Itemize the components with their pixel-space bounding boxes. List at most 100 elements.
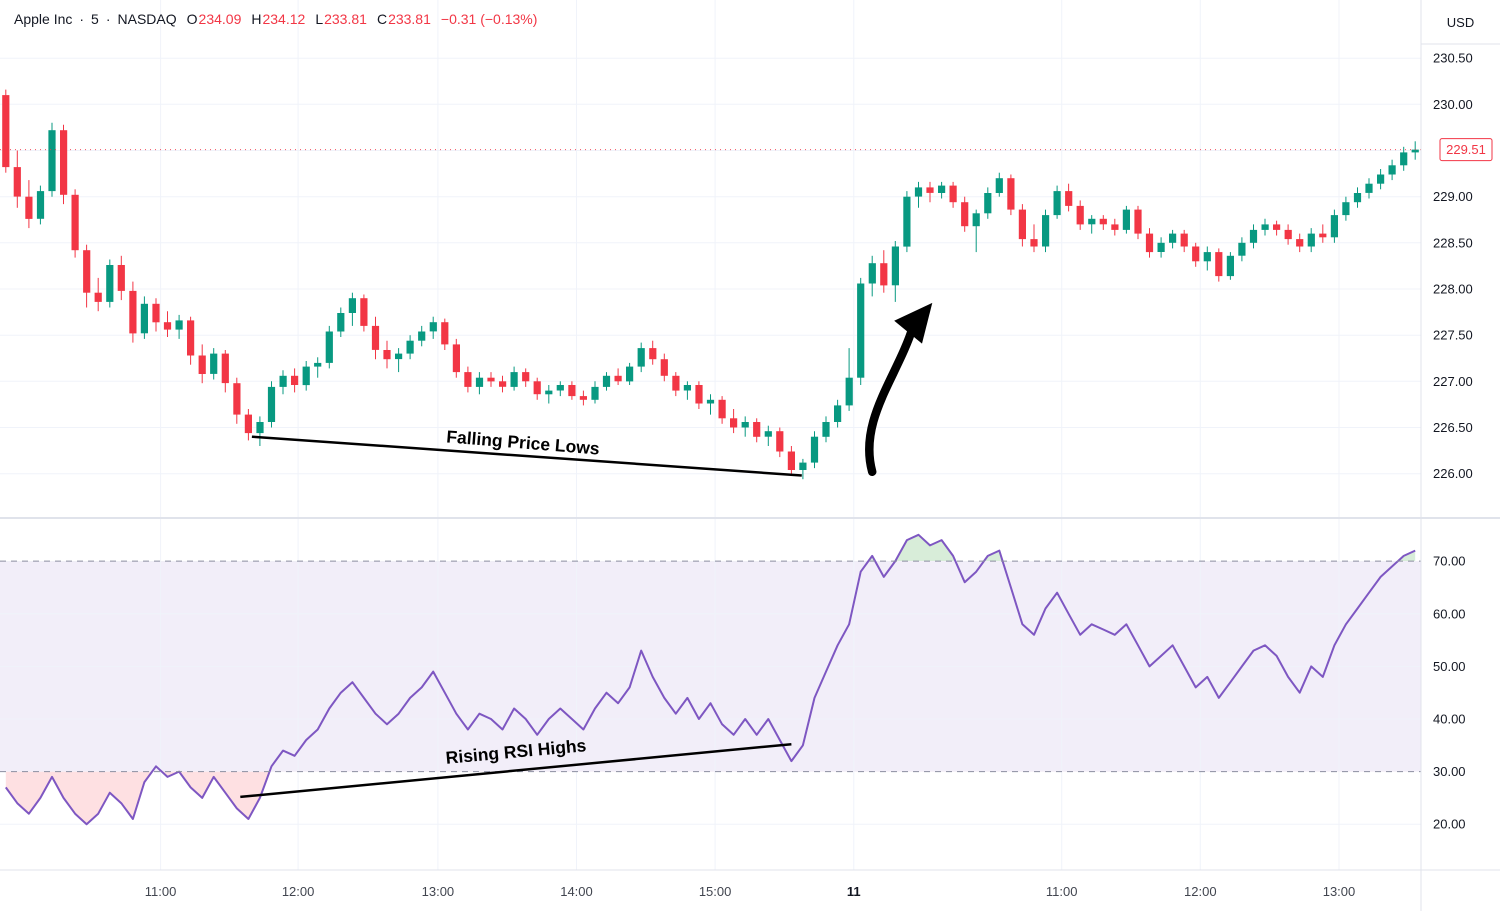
candle[interactable]: [1169, 233, 1177, 243]
candle[interactable]: [614, 375, 622, 382]
trendline-rising-rsi-highs[interactable]: [240, 742, 792, 799]
candle[interactable]: [868, 263, 876, 284]
candle[interactable]: [1099, 218, 1107, 225]
candle[interactable]: [1203, 252, 1211, 262]
candle[interactable]: [1261, 224, 1269, 230]
candle[interactable]: [1273, 224, 1281, 230]
candle[interactable]: [1018, 209, 1026, 240]
candle[interactable]: [279, 375, 287, 387]
candle[interactable]: [1134, 209, 1142, 234]
candle[interactable]: [522, 372, 530, 382]
price-axis[interactable]: 230.50 230.00 229.00 228.50 228.00 227.50 227.…: [1433, 51, 1473, 832]
candle[interactable]: [1307, 233, 1315, 247]
candle[interactable]: [221, 353, 229, 384]
candle[interactable]: [683, 385, 691, 391]
candles[interactable]: [2, 89, 1419, 480]
candle[interactable]: [233, 383, 241, 415]
candle[interactable]: [891, 246, 899, 286]
arrow-annotation[interactable]: [864, 302, 933, 477]
candle[interactable]: [602, 375, 611, 387]
candle[interactable]: [1111, 224, 1119, 230]
candle[interactable]: [718, 399, 726, 419]
candle[interactable]: [383, 350, 391, 360]
candle[interactable]: [949, 185, 957, 203]
candle[interactable]: [579, 396, 587, 400]
candle[interactable]: [314, 362, 322, 367]
candle[interactable]: [857, 283, 865, 378]
candle[interactable]: [256, 422, 264, 434]
candle[interactable]: [787, 451, 795, 471]
candle[interactable]: [1400, 152, 1408, 166]
candle[interactable]: [1249, 229, 1258, 243]
candle[interactable]: [499, 381, 507, 387]
candle[interactable]: [244, 414, 252, 434]
candle[interactable]: [1215, 252, 1223, 277]
candle[interactable]: [510, 372, 518, 387]
candle[interactable]: [418, 331, 426, 341]
candle[interactable]: [591, 386, 599, 400]
candle[interactable]: [660, 359, 668, 376]
candle[interactable]: [106, 265, 114, 302]
symbol-name[interactable]: Apple Inc: [14, 11, 73, 27]
candle[interactable]: [1377, 174, 1385, 184]
trendline-falling-price-lows[interactable]: [251, 435, 802, 477]
candle[interactable]: [94, 292, 102, 302]
candle[interactable]: [1122, 209, 1130, 230]
symbol-legend[interactable]: Apple Inc · 5 · NASDAQ O234.09 H234.12 L233.81 C…: [14, 11, 537, 27]
candle[interactable]: [1365, 183, 1373, 193]
candle[interactable]: [1042, 215, 1050, 247]
candle[interactable]: [1319, 233, 1327, 238]
candle[interactable]: [163, 322, 172, 330]
candle[interactable]: [1284, 229, 1292, 240]
candle[interactable]: [903, 196, 911, 247]
candle[interactable]: [152, 303, 160, 323]
candle[interactable]: [140, 303, 148, 334]
candle[interactable]: [1157, 242, 1165, 252]
candle[interactable]: [1088, 218, 1096, 225]
candle[interactable]: [117, 265, 125, 291]
candle[interactable]: [533, 381, 541, 395]
candle[interactable]: [568, 385, 576, 397]
time-axis[interactable]: 11:00 12:00 13:00 14:00 15:00 11 11:00 12:00 13:…: [145, 884, 1355, 899]
candle[interactable]: [834, 405, 842, 422]
candle[interactable]: [695, 385, 703, 404]
candle[interactable]: [1030, 239, 1038, 247]
candle[interactable]: [1411, 149, 1419, 153]
candle[interactable]: [753, 422, 761, 437]
candle[interactable]: [1053, 191, 1061, 216]
candle[interactable]: [810, 436, 819, 463]
candle[interactable]: [730, 418, 738, 428]
candle[interactable]: [672, 375, 680, 391]
candle[interactable]: [475, 377, 484, 387]
candle[interactable]: [487, 377, 495, 382]
candle[interactable]: [556, 385, 564, 391]
candle[interactable]: [1296, 239, 1304, 247]
candle[interactable]: [637, 348, 645, 367]
candle[interactable]: [210, 353, 218, 374]
candle[interactable]: [799, 462, 807, 470]
candle[interactable]: [1145, 233, 1154, 253]
candle[interactable]: [395, 353, 403, 360]
candle[interactable]: [1180, 233, 1188, 247]
candle[interactable]: [995, 178, 1003, 193]
candle[interactable]: [626, 366, 634, 382]
candle[interactable]: [880, 263, 888, 286]
interval-value[interactable]: 5: [91, 11, 99, 27]
candle[interactable]: [649, 348, 657, 360]
candle[interactable]: [325, 331, 333, 363]
rsi-plot[interactable]: [0, 533, 1421, 826]
candle[interactable]: [337, 313, 345, 332]
candle[interactable]: [291, 375, 299, 385]
candle[interactable]: [48, 130, 56, 192]
candle[interactable]: [984, 193, 992, 214]
candle[interactable]: [938, 185, 946, 193]
candle[interactable]: [83, 250, 91, 293]
candle[interactable]: [764, 431, 772, 437]
candle[interactable]: [1226, 255, 1234, 277]
candle[interactable]: [36, 191, 45, 219]
candle[interactable]: [25, 196, 33, 219]
candle[interactable]: [267, 386, 276, 422]
candle[interactable]: [360, 298, 368, 326]
candle[interactable]: [1192, 246, 1200, 262]
